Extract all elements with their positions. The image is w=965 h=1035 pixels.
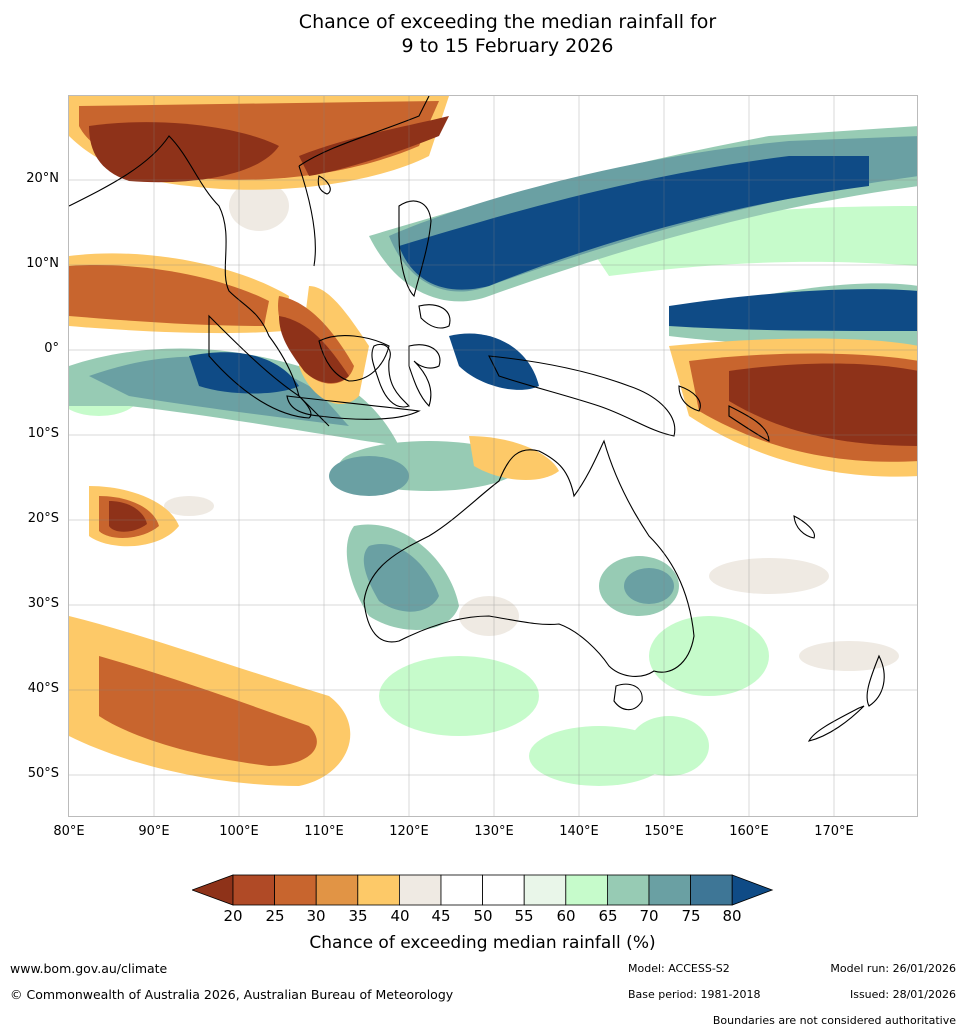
lat-label-20n: 20°N (26, 171, 59, 186)
colorbar-cell-65 (606, 874, 650, 906)
lon-label-80e: 80°E (53, 824, 85, 839)
dark-brown-patches (89, 116, 917, 532)
footer-model: Model: ACCESS-S2 (628, 962, 730, 975)
footer-issued: Issued: 28/01/2026 (849, 988, 956, 1001)
lon-label-170e: 170°E (814, 824, 854, 839)
lat-label-50s: 50°S (27, 766, 59, 781)
lat-label-40s: 40°S (27, 681, 59, 696)
colorbar-label-25: 25 (265, 907, 285, 925)
lon-label-130e: 130°E (474, 824, 514, 839)
colorbar-cell-70 (648, 874, 691, 906)
colorbar-cell-50 (482, 874, 525, 906)
colorbar-arrow-high (731, 874, 774, 906)
footer-website: www.bom.gov.au/climate (10, 961, 168, 976)
map-title: Chance of exceeding the median rainfall … (0, 10, 965, 58)
colorbar-cell-45 (440, 874, 483, 906)
lon-label-100e: 100°E (219, 824, 259, 839)
lon-label-110e: 110°E (304, 824, 344, 839)
lat-label-20s: 20°S (27, 511, 59, 526)
title-line-2: 9 to 15 February 2026 (401, 35, 614, 57)
lat-label-10s: 10°S (27, 426, 59, 441)
colorbar-cell-55 (523, 874, 567, 906)
colorbar-cell-60 (565, 874, 608, 906)
colorbar-arrow-low (192, 874, 234, 906)
colorbar-label-60: 60 (556, 907, 576, 925)
colorbar-title: Chance of exceeding median rainfall (%) (309, 933, 656, 953)
colorbar-label-35: 35 (348, 907, 368, 925)
colorbar-label-75: 75 (681, 907, 701, 925)
colorbar-cell-25 (274, 874, 317, 906)
lat-label-10n: 10°N (26, 256, 59, 271)
colorbar-cell-30 (315, 874, 359, 906)
colorbar-label-80: 80 (722, 907, 742, 925)
title-line-1: Chance of exceeding the median rainfall … (298, 11, 717, 33)
map-svg (69, 96, 917, 816)
colorbar-label-55: 55 (514, 907, 534, 925)
colorbar-cell-20 (232, 874, 275, 906)
colorbar-label-65: 65 (598, 907, 618, 925)
colorbar-label-45: 45 (431, 907, 451, 925)
footer-base-period: Base period: 1981-2018 (628, 988, 761, 1001)
colorbar-cells (192, 874, 774, 906)
footer-disclaimer: Boundaries are not considered authoritat… (712, 1014, 956, 1027)
colorbar-label-50: 50 (473, 907, 493, 925)
lon-label-160e: 160°E (729, 824, 769, 839)
colorbar (192, 874, 774, 906)
colorbar-cell-40 (398, 874, 442, 906)
lon-label-150e: 150°E (644, 824, 684, 839)
lon-label-90e: 90°E (138, 824, 170, 839)
graticule (69, 96, 917, 816)
lat-label-0: 0° (44, 341, 59, 356)
colorbar-label-70: 70 (639, 907, 659, 925)
colorbar-cell-75 (690, 874, 733, 906)
lat-label-30s: 30°S (27, 596, 59, 611)
rainfall-map (68, 95, 918, 817)
colorbar-label-40: 40 (390, 907, 410, 925)
colorbar-cell-35 (357, 874, 400, 906)
colorbar-label-20: 20 (223, 907, 243, 925)
lon-label-140e: 140°E (559, 824, 599, 839)
footer-copyright: © Commonwealth of Australia 2026, Austra… (10, 987, 454, 1002)
lon-label-120e: 120°E (389, 824, 429, 839)
footer-model-run: Model run: 26/01/2026 (830, 962, 956, 975)
colorbar-label-30: 30 (306, 907, 326, 925)
